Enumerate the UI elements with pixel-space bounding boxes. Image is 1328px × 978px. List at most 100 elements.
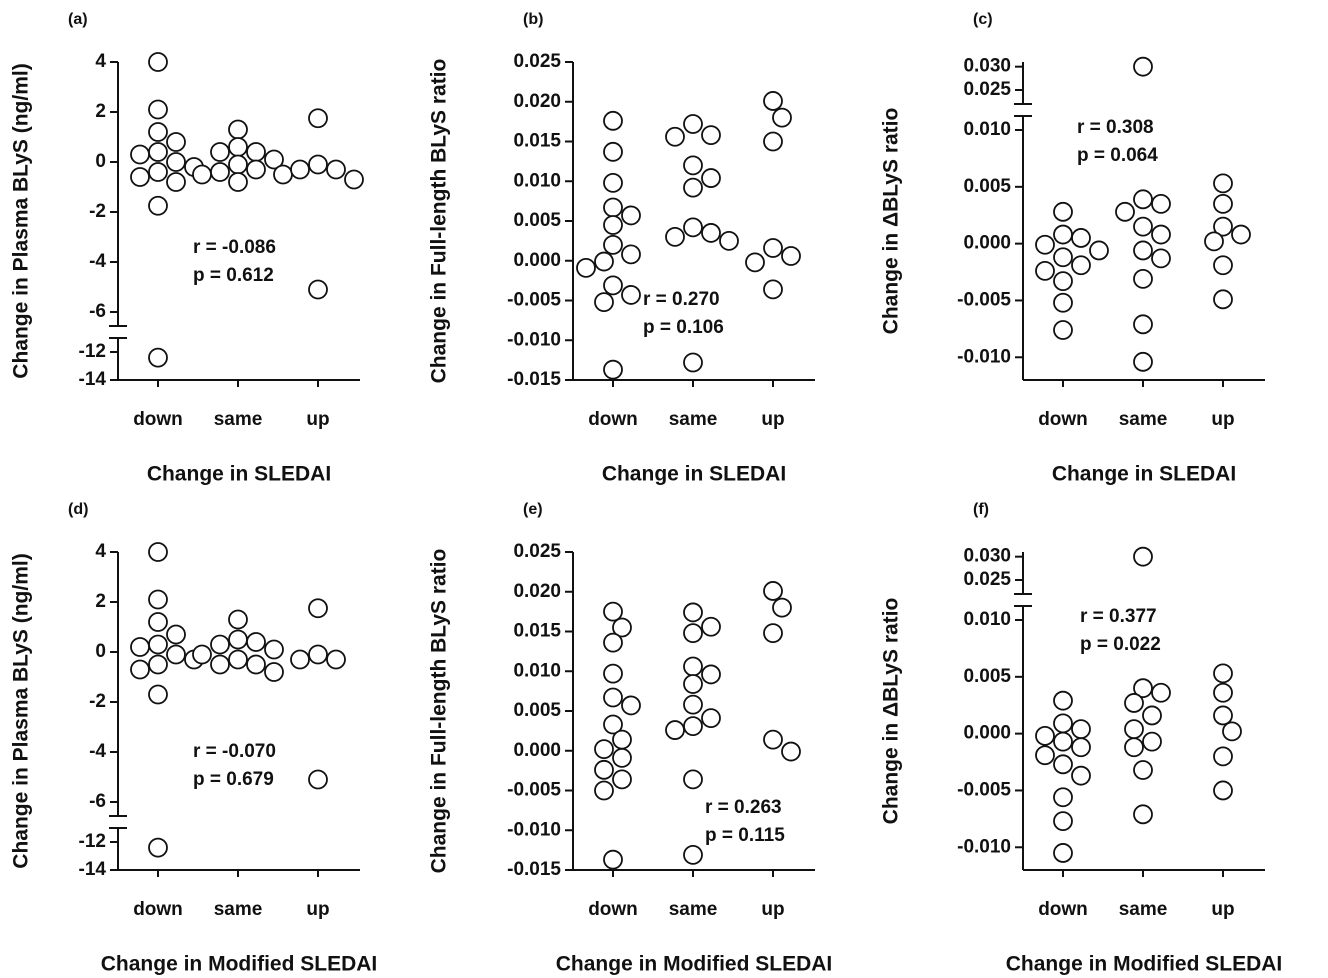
point (246, 654, 266, 675)
panel-label: (b) (523, 11, 543, 28)
point (1053, 292, 1073, 313)
x-tick-label: same (1119, 899, 1168, 920)
point (130, 144, 150, 165)
y-tick-label: -0.015 (507, 859, 561, 880)
point (228, 629, 248, 650)
point (621, 695, 641, 716)
annotation: p = 0.679 (193, 769, 274, 790)
x-tick-label: same (669, 409, 718, 430)
y-axis-title: Change in Full-length BLyS ratio (428, 549, 451, 874)
point (192, 164, 212, 185)
x-axis-title: Change in SLEDAI (602, 463, 786, 486)
point (210, 654, 230, 675)
y-tick-label: 0.005 (513, 210, 561, 231)
point (1133, 760, 1153, 780)
point (130, 659, 150, 680)
point (166, 172, 186, 192)
y-tick-label: -4 (89, 251, 106, 272)
point (1053, 247, 1073, 268)
y-tick-label: 0.030 (963, 56, 1011, 77)
point (148, 195, 168, 216)
point (612, 769, 632, 790)
point (308, 154, 328, 175)
y-tick-label: 0.020 (513, 91, 561, 112)
point (1142, 731, 1162, 752)
point (1071, 765, 1091, 786)
point (1053, 811, 1073, 832)
point (1133, 804, 1153, 825)
point (273, 164, 293, 185)
point (683, 352, 703, 373)
y-tick-label: 0.025 (963, 569, 1011, 590)
point (148, 837, 168, 858)
point (1133, 240, 1153, 261)
point (1035, 745, 1055, 766)
y-tick-label: 0 (95, 151, 106, 172)
point (246, 632, 266, 652)
y-tick-label: 0.005 (963, 666, 1011, 687)
point (192, 644, 212, 665)
point (246, 159, 266, 180)
point (594, 759, 614, 780)
y-tick-label: -0.010 (957, 346, 1011, 367)
point (701, 616, 721, 637)
point (603, 632, 623, 653)
point (148, 99, 168, 120)
point (308, 769, 328, 790)
point (1133, 189, 1153, 210)
point (166, 152, 186, 172)
x-tick-label: down (588, 409, 638, 430)
point (683, 114, 703, 134)
point (148, 347, 168, 368)
point (166, 132, 186, 152)
point (308, 598, 328, 619)
point (1133, 268, 1153, 289)
point (1053, 754, 1073, 775)
y-tick-label: 0.010 (513, 170, 561, 191)
point (594, 251, 614, 272)
point (621, 205, 641, 226)
x-tick-label: same (669, 899, 718, 920)
point (781, 246, 801, 266)
y-tick-label: -0.010 (957, 836, 1011, 857)
point (1071, 719, 1091, 739)
x-tick-label: same (214, 409, 263, 430)
y-tick-label: 0.005 (513, 700, 561, 721)
point (210, 162, 230, 182)
point (603, 601, 623, 622)
point (683, 155, 703, 176)
point (326, 649, 346, 670)
point (683, 177, 703, 198)
point (603, 172, 623, 193)
panel-label: (e) (523, 501, 543, 518)
point (683, 769, 703, 790)
point (1133, 546, 1153, 567)
x-tick-label: down (1038, 899, 1088, 920)
point (1053, 690, 1073, 711)
x-tick-label: up (1211, 899, 1234, 920)
point (1053, 271, 1073, 292)
y-tick-label: -6 (89, 301, 106, 322)
point (228, 154, 248, 175)
x-axis-title: Change in Modified SLEDAI (556, 953, 833, 976)
point (1053, 224, 1073, 245)
point (1151, 224, 1171, 245)
point (594, 780, 614, 801)
point (148, 142, 168, 162)
point (603, 234, 623, 255)
point (1213, 780, 1233, 801)
point (1035, 234, 1055, 255)
y-tick-label: -12 (79, 341, 106, 362)
x-axis-title: Change in Modified SLEDAI (1006, 953, 1283, 976)
point (1053, 201, 1073, 222)
x-axis-title: Change in SLEDAI (147, 463, 331, 486)
point (1053, 320, 1073, 340)
point (1151, 193, 1171, 214)
point (683, 716, 703, 737)
panel-label: (f) (973, 501, 989, 518)
point (621, 285, 641, 305)
y-tick-label: 4 (95, 541, 106, 562)
annotation: p = 0.115 (705, 825, 785, 846)
point (1071, 255, 1091, 276)
y-tick-label: 0.000 (963, 723, 1011, 744)
